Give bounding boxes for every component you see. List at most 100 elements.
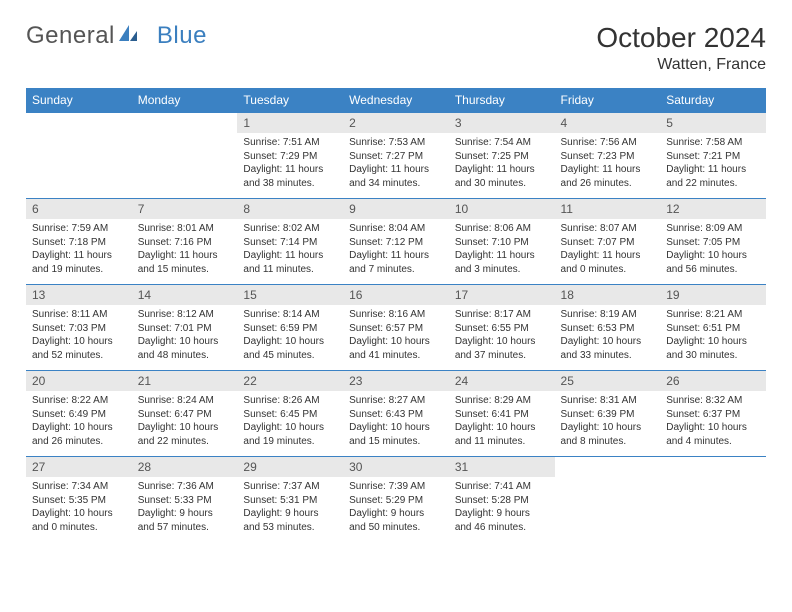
sunrise-text: Sunrise: 8:17 AM — [455, 308, 549, 322]
sunrise-text: Sunrise: 8:21 AM — [666, 308, 760, 322]
day-header-tuesday: Tuesday — [237, 88, 343, 113]
day-details: Sunrise: 8:26 AMSunset: 6:45 PMDaylight:… — [237, 391, 343, 454]
sunrise-text: Sunrise: 7:56 AM — [561, 136, 655, 150]
calendar-cell: 25Sunrise: 8:31 AMSunset: 6:39 PMDayligh… — [555, 371, 661, 457]
calendar-cell: 6Sunrise: 7:59 AMSunset: 7:18 PMDaylight… — [26, 199, 132, 285]
daylight-text-1: Daylight: 10 hours — [349, 421, 443, 435]
daylight-text-2: and 53 minutes. — [243, 521, 337, 535]
sunrise-text: Sunrise: 7:53 AM — [349, 136, 443, 150]
sunset-text: Sunset: 7:05 PM — [666, 236, 760, 250]
day-number: 1 — [237, 113, 343, 133]
daylight-text-1: Daylight: 9 hours — [243, 507, 337, 521]
daylight-text-2: and 48 minutes. — [138, 349, 232, 363]
daylight-text-1: Daylight: 11 hours — [32, 249, 126, 263]
sunset-text: Sunset: 6:51 PM — [666, 322, 760, 336]
day-details: Sunrise: 8:17 AMSunset: 6:55 PMDaylight:… — [449, 305, 555, 368]
sunrise-text: Sunrise: 7:41 AM — [455, 480, 549, 494]
location-label: Watten, France — [596, 56, 766, 74]
daylight-text-2: and 26 minutes. — [561, 177, 655, 191]
daylight-text-1: Daylight: 10 hours — [32, 507, 126, 521]
calendar-cell: 28Sunrise: 7:36 AMSunset: 5:33 PMDayligh… — [132, 457, 238, 543]
day-number: 2 — [343, 113, 449, 133]
day-details: Sunrise: 8:19 AMSunset: 6:53 PMDaylight:… — [555, 305, 661, 368]
day-details: Sunrise: 7:39 AMSunset: 5:29 PMDaylight:… — [343, 477, 449, 540]
calendar-cell-empty — [26, 113, 132, 199]
sunset-text: Sunset: 6:47 PM — [138, 408, 232, 422]
calendar-cell: 29Sunrise: 7:37 AMSunset: 5:31 PMDayligh… — [237, 457, 343, 543]
calendar-cell: 13Sunrise: 8:11 AMSunset: 7:03 PMDayligh… — [26, 285, 132, 371]
sunrise-text: Sunrise: 8:14 AM — [243, 308, 337, 322]
daylight-text-2: and 3 minutes. — [455, 263, 549, 277]
sunrise-text: Sunrise: 7:34 AM — [32, 480, 126, 494]
daylight-text-1: Daylight: 10 hours — [32, 421, 126, 435]
day-details: Sunrise: 8:07 AMSunset: 7:07 PMDaylight:… — [555, 219, 661, 282]
day-details: Sunrise: 7:51 AMSunset: 7:29 PMDaylight:… — [237, 133, 343, 196]
sunset-text: Sunset: 5:31 PM — [243, 494, 337, 508]
sunrise-text: Sunrise: 7:37 AM — [243, 480, 337, 494]
calendar-cell: 16Sunrise: 8:16 AMSunset: 6:57 PMDayligh… — [343, 285, 449, 371]
daylight-text-2: and 57 minutes. — [138, 521, 232, 535]
day-details: Sunrise: 8:06 AMSunset: 7:10 PMDaylight:… — [449, 219, 555, 282]
sunrise-text: Sunrise: 8:11 AM — [32, 308, 126, 322]
day-number: 3 — [449, 113, 555, 133]
calendar-cell: 2Sunrise: 7:53 AMSunset: 7:27 PMDaylight… — [343, 113, 449, 199]
day-header-saturday: Saturday — [660, 88, 766, 113]
day-number: 27 — [26, 457, 132, 477]
day-header-sunday: Sunday — [26, 88, 132, 113]
daylight-text-2: and 0 minutes. — [561, 263, 655, 277]
calendar-cell: 14Sunrise: 8:12 AMSunset: 7:01 PMDayligh… — [132, 285, 238, 371]
sunrise-text: Sunrise: 8:02 AM — [243, 222, 337, 236]
daylight-text-1: Daylight: 11 hours — [561, 163, 655, 177]
daylight-text-2: and 30 minutes. — [666, 349, 760, 363]
sunset-text: Sunset: 6:39 PM — [561, 408, 655, 422]
day-number: 11 — [555, 199, 661, 219]
logo: General Blue — [26, 22, 207, 50]
day-details: Sunrise: 8:29 AMSunset: 6:41 PMDaylight:… — [449, 391, 555, 454]
sunset-text: Sunset: 7:01 PM — [138, 322, 232, 336]
calendar-cell: 10Sunrise: 8:06 AMSunset: 7:10 PMDayligh… — [449, 199, 555, 285]
daylight-text-1: Daylight: 11 hours — [455, 163, 549, 177]
daylight-text-1: Daylight: 10 hours — [138, 335, 232, 349]
calendar-week-row: 13Sunrise: 8:11 AMSunset: 7:03 PMDayligh… — [26, 285, 766, 371]
daylight-text-1: Daylight: 10 hours — [349, 335, 443, 349]
daylight-text-1: Daylight: 10 hours — [455, 421, 549, 435]
calendar-cell: 5Sunrise: 7:58 AMSunset: 7:21 PMDaylight… — [660, 113, 766, 199]
logo-text-blue: Blue — [157, 22, 207, 50]
day-header-thursday: Thursday — [449, 88, 555, 113]
calendar-cell: 30Sunrise: 7:39 AMSunset: 5:29 PMDayligh… — [343, 457, 449, 543]
sunset-text: Sunset: 5:35 PM — [32, 494, 126, 508]
day-header-friday: Friday — [555, 88, 661, 113]
daylight-text-1: Daylight: 10 hours — [561, 421, 655, 435]
sunset-text: Sunset: 6:57 PM — [349, 322, 443, 336]
day-number: 4 — [555, 113, 661, 133]
sunset-text: Sunset: 7:25 PM — [455, 150, 549, 164]
calendar-cell: 12Sunrise: 8:09 AMSunset: 7:05 PMDayligh… — [660, 199, 766, 285]
day-details: Sunrise: 7:59 AMSunset: 7:18 PMDaylight:… — [26, 219, 132, 282]
sunset-text: Sunset: 7:03 PM — [32, 322, 126, 336]
sunset-text: Sunset: 7:14 PM — [243, 236, 337, 250]
day-details: Sunrise: 7:37 AMSunset: 5:31 PMDaylight:… — [237, 477, 343, 540]
sunrise-text: Sunrise: 8:07 AM — [561, 222, 655, 236]
daylight-text-2: and 11 minutes. — [455, 435, 549, 449]
calendar-table: SundayMondayTuesdayWednesdayThursdayFrid… — [26, 88, 766, 543]
daylight-text-1: Daylight: 10 hours — [455, 335, 549, 349]
sunset-text: Sunset: 7:10 PM — [455, 236, 549, 250]
header: General Blue October 2024 Watten, France — [26, 22, 766, 74]
day-details: Sunrise: 8:32 AMSunset: 6:37 PMDaylight:… — [660, 391, 766, 454]
calendar-cell: 24Sunrise: 8:29 AMSunset: 6:41 PMDayligh… — [449, 371, 555, 457]
day-number: 18 — [555, 285, 661, 305]
sunrise-text: Sunrise: 8:29 AM — [455, 394, 549, 408]
day-number: 21 — [132, 371, 238, 391]
daylight-text-2: and 22 minutes. — [666, 177, 760, 191]
calendar-cell: 19Sunrise: 8:21 AMSunset: 6:51 PMDayligh… — [660, 285, 766, 371]
sunrise-text: Sunrise: 8:31 AM — [561, 394, 655, 408]
sunrise-text: Sunrise: 8:27 AM — [349, 394, 443, 408]
day-number: 10 — [449, 199, 555, 219]
daylight-text-1: Daylight: 11 hours — [349, 249, 443, 263]
sunrise-text: Sunrise: 8:26 AM — [243, 394, 337, 408]
daylight-text-2: and 45 minutes. — [243, 349, 337, 363]
daylight-text-1: Daylight: 11 hours — [455, 249, 549, 263]
calendar-week-row: 27Sunrise: 7:34 AMSunset: 5:35 PMDayligh… — [26, 457, 766, 543]
sunset-text: Sunset: 6:45 PM — [243, 408, 337, 422]
sail-icon — [117, 22, 139, 50]
